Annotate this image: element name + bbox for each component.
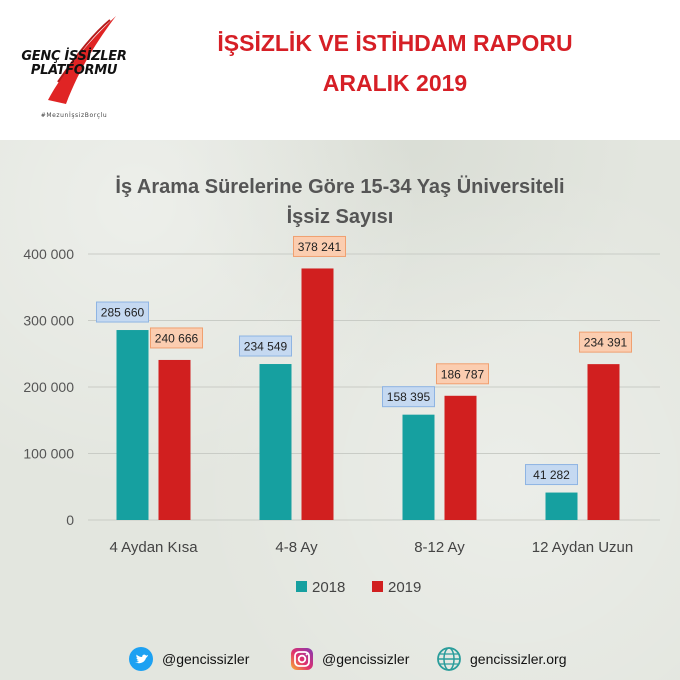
data-label: 186 787	[441, 367, 485, 381]
bar-2018	[402, 414, 435, 520]
y-tick-label: 100 000	[23, 446, 74, 462]
x-tick-label: 4 Aydan Kısa	[109, 539, 198, 556]
data-label-box	[293, 235, 346, 257]
y-tick-label: 200 000	[23, 379, 74, 395]
legend-swatch	[372, 581, 383, 592]
data-label-box	[96, 301, 149, 323]
website-link[interactable]: gencissizler.org	[436, 646, 567, 672]
report-title: İŞSİZLİK VE İSTİHDAM RAPORU ARALIK 2019	[150, 28, 640, 98]
instagram-handle: @gencissizler	[322, 651, 410, 667]
legend-label: 2018	[312, 579, 345, 596]
logo-swoosh-icon	[48, 16, 116, 104]
data-label: 240 666	[155, 331, 199, 345]
twitter-handle: @gencissizler	[162, 651, 250, 667]
data-label-box	[382, 386, 435, 408]
twitter-link[interactable]: @gencissizler	[128, 646, 249, 672]
bar-2018	[116, 330, 149, 520]
data-label: 41 282	[533, 468, 570, 482]
y-tick-label: 300 000	[23, 313, 74, 329]
instagram-link[interactable]: @gencissizler	[290, 646, 409, 672]
y-tick-label: 0	[66, 512, 74, 528]
y-tick-label: 400 000	[23, 246, 74, 262]
instagram-icon	[291, 648, 313, 670]
data-label-box	[436, 363, 489, 385]
logo-tagline: #MezunİşsizBorçlu	[40, 112, 108, 119]
report-title-line1: İŞSİZLİK VE İSTİHDAM RAPORU	[217, 30, 573, 56]
bar-2019	[158, 359, 191, 520]
x-tick-label: 12 Aydan Uzun	[532, 539, 633, 556]
website-url: gencissizler.org	[470, 651, 567, 667]
header: GENÇ İŞSİZLER PLATFORMU #MezunİşsizBorçl…	[0, 0, 680, 140]
bar-2018	[259, 364, 292, 520]
data-label: 234 549	[244, 340, 288, 354]
data-label-box	[579, 331, 632, 353]
globe-icon	[437, 647, 461, 671]
bar-2019	[301, 268, 334, 520]
twitter-icon	[129, 647, 153, 671]
data-label-box	[525, 464, 578, 486]
logo: GENÇ İŞSİZLER PLATFORMU #MezunİşsizBorçl…	[18, 12, 130, 130]
x-tick-label: 4-8 Ay	[275, 539, 318, 556]
legend-label: 2019	[388, 579, 421, 596]
data-label-box	[150, 327, 203, 349]
data-label-box	[239, 335, 292, 357]
legend-swatch	[296, 581, 307, 592]
x-tick-label: 8-12 Ay	[414, 539, 465, 556]
logo-name: GENÇ İŞSİZLER PLATFORMU	[21, 49, 127, 78]
bar-chart: 0 100 000 200 000 300 000 400 000 285 660 240 …	[23, 235, 660, 596]
report-title-line2: ARALIK 2019	[322, 70, 468, 96]
data-label: 158 395	[387, 390, 431, 404]
data-label: 378 241	[298, 240, 342, 254]
bar-2019	[587, 364, 620, 520]
bar-2019	[444, 395, 477, 520]
bar-2018	[545, 492, 578, 520]
data-label: 234 391	[584, 336, 628, 350]
chart-title: İş Arama Sürelerine Göre 15-34 Yaş Ünive…	[115, 176, 565, 228]
data-label: 285 660	[101, 306, 145, 320]
